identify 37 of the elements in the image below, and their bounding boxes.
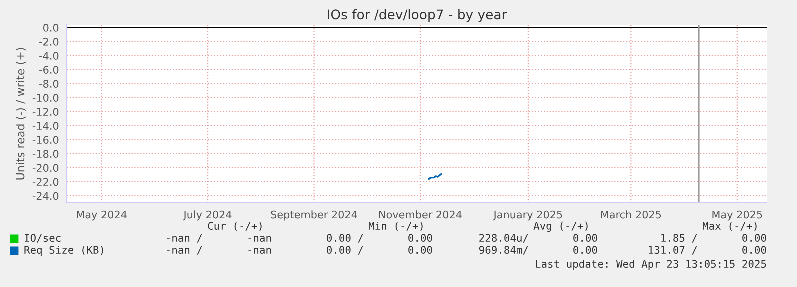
x-tick-label: May 2024 [77, 210, 127, 221]
x-tick-label: July 2024 [183, 210, 232, 221]
y-tick-label: -4.0 [40, 52, 59, 60]
text: -nan / -nan [167, 246, 272, 255]
legend-label: Req Size (KB) [24, 246, 104, 256]
y-tick-label: -24.0 [32, 192, 59, 200]
text: Cur (-/+) [208, 222, 262, 232]
text: 0.00 / 0.00 [327, 246, 432, 255]
y-tick-label: 0.0 [43, 24, 59, 32]
y-tick-label: -16.0 [32, 136, 59, 144]
x-tick-label: March 2025 [601, 210, 662, 219]
text: Min (-/+) [368, 222, 423, 232]
y-tick-label: -12.0 [32, 108, 59, 116]
y-tick-label: -6.0 [40, 66, 59, 74]
x-tick-label: January 2025 [493, 210, 562, 221]
text: Avg (-/+) [534, 222, 588, 232]
text: Last update: Wed Apr 23 13:05:15 2025 [536, 260, 766, 270]
text: 228.04u/ 0.00 [480, 234, 598, 243]
text: -nan / -nan [167, 234, 272, 243]
text: 0.00 / 0.00 [327, 234, 432, 243]
y-tick-label: -20.0 [32, 164, 59, 172]
y-tick-label: -10.0 [32, 94, 59, 102]
y-axis-title: Units read (-) / write (+) [16, 48, 26, 180]
chart-title: IOs for /dev/loop7 - by year [328, 9, 508, 22]
text: 131.07 / 0.00 [649, 246, 766, 255]
x-tick-label: May 2025 [712, 210, 762, 221]
text: 1.85 / 0.00 [662, 234, 766, 243]
text: 969.84m/ 0.00 [479, 246, 598, 255]
legend-label: IO/sec [25, 234, 61, 243]
y-tick-label: -8.0 [40, 80, 59, 88]
text: Max (-/+) [702, 222, 757, 232]
x-tick-label: November 2024 [380, 210, 462, 219]
y-tick-label: -14.0 [32, 122, 59, 130]
y-tick-label: -22.0 [32, 178, 59, 186]
y-tick-label: -18.0 [32, 150, 59, 158]
x-tick-label: September 2024 [271, 210, 358, 221]
y-tick-label: -2.0 [40, 38, 59, 46]
